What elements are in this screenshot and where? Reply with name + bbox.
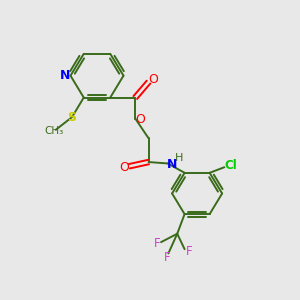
Text: CH₃: CH₃ bbox=[45, 126, 64, 136]
Text: F: F bbox=[185, 245, 192, 258]
Text: O: O bbox=[148, 74, 158, 86]
Text: N: N bbox=[167, 158, 178, 170]
Text: F: F bbox=[164, 251, 170, 264]
Text: F: F bbox=[154, 237, 160, 250]
Text: N: N bbox=[60, 69, 70, 82]
Text: H: H bbox=[175, 153, 183, 163]
Text: O: O bbox=[119, 161, 129, 174]
Text: O: O bbox=[136, 113, 146, 127]
Text: S: S bbox=[68, 111, 76, 124]
Text: Cl: Cl bbox=[224, 159, 237, 172]
